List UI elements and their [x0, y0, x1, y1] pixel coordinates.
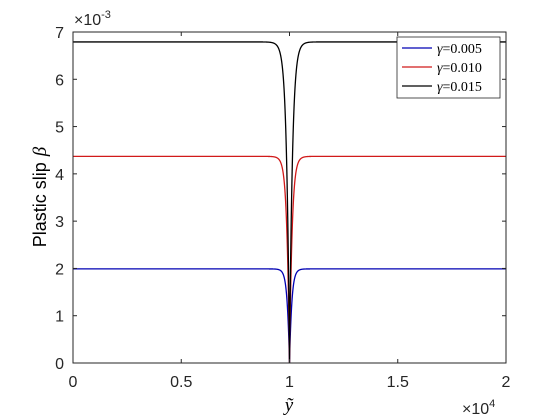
x-tick-label: 1.5 [387, 374, 409, 391]
y-tick-label: 3 [55, 214, 64, 231]
y-tick-label: 4 [55, 167, 64, 184]
legend-entry-1: γ=0.005 [437, 42, 482, 57]
x-exponent-label: ×104 [462, 398, 495, 418]
legend-entry-2: γ=0.010 [437, 61, 482, 76]
y-axis-label: Plastic slipβ [30, 146, 51, 247]
y-exponent-label: ×10-3 [74, 9, 111, 29]
series-line-3 [73, 41, 506, 363]
y-tick-label: 1 [55, 309, 64, 326]
y-tick-label: 2 [55, 261, 64, 278]
x-tick-label: 2 [502, 374, 511, 391]
ticks-layer: 0 0.5 1 1.5 2 0 1 2 3 4 5 6 7 [55, 25, 510, 391]
x-tick-label: 0 [69, 374, 78, 391]
y-tick-label: 6 [55, 72, 64, 89]
series-layer [73, 41, 506, 363]
series-line-2 [73, 155, 506, 363]
legend-entry-3: γ=0.015 [437, 80, 482, 95]
legend: γ=0.005 γ=0.010 γ=0.015 [396, 36, 501, 99]
y-tick-label: 7 [55, 25, 64, 42]
x-tick-label: 0.5 [170, 374, 192, 391]
x-axis-label: ỹ [283, 395, 294, 416]
y-tick-label: 5 [55, 120, 64, 137]
series-line-1 [73, 268, 506, 363]
x-tick-label: 1 [285, 374, 294, 391]
legend-entries: γ=0.005 γ=0.010 γ=0.015 [402, 42, 482, 95]
y-tick-label: 0 [55, 356, 64, 373]
